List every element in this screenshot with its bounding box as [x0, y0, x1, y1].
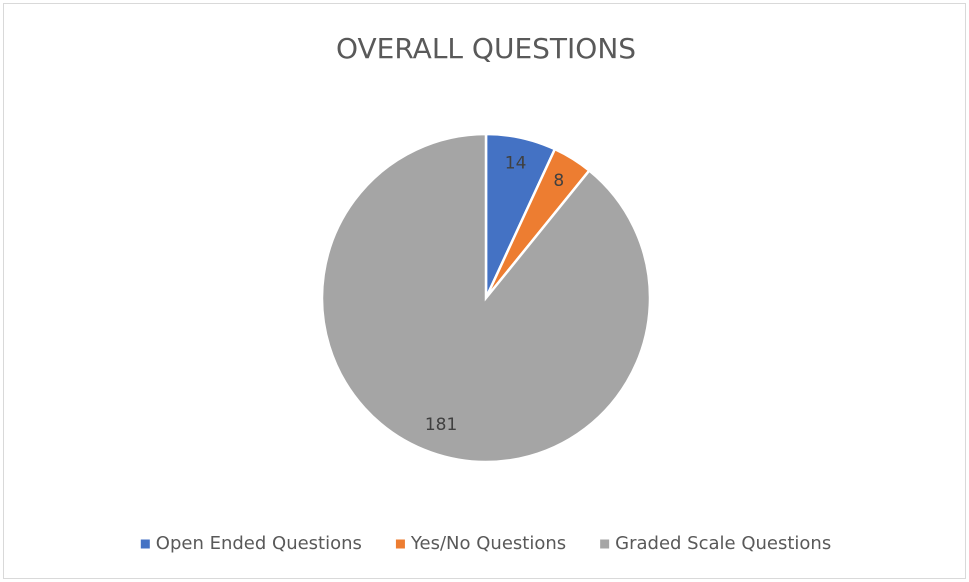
chart-title: OVERALL QUESTIONS — [336, 32, 636, 65]
data-label: 14 — [505, 153, 527, 173]
legend-swatch — [395, 539, 405, 549]
legend-label: Yes/No Questions — [410, 533, 566, 554]
data-label: 8 — [553, 171, 564, 191]
legend-label: Graded Scale Questions — [615, 533, 831, 554]
legend-label: Open Ended Questions — [156, 533, 362, 554]
pie-slice — [320, 132, 652, 464]
data-label: 181 — [425, 415, 457, 435]
legend-swatch — [600, 539, 610, 549]
legend-swatch — [140, 539, 150, 549]
